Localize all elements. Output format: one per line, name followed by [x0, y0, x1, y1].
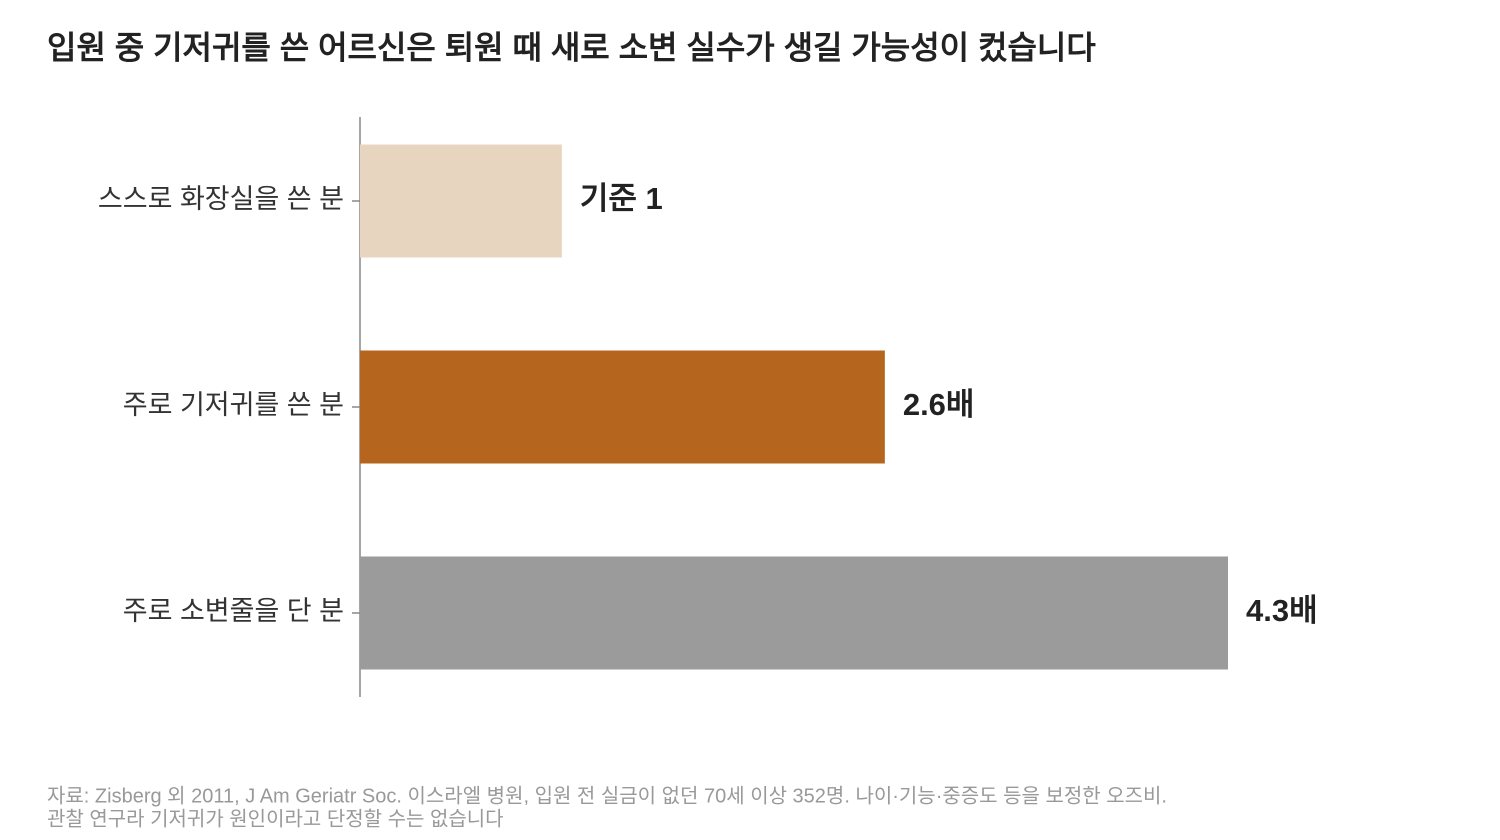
category-label: 주로 소변줄을 단 분 — [123, 596, 344, 626]
chart-title: 입원 중 기저귀를 쓴 어르신은 퇴원 때 새로 소변 실수가 생길 가능성이 … — [47, 29, 1096, 65]
value-label: 2.6배 — [903, 387, 975, 422]
bar — [360, 350, 885, 464]
bar — [360, 144, 562, 258]
value-label: 기준 1 — [580, 181, 663, 216]
bar — [360, 556, 1228, 670]
source-note: 관찰 연구라 기저귀가 원인이라고 단정할 수는 없습니다 — [47, 807, 504, 830]
category-label: 스스로 화장실을 쓴 분 — [98, 184, 344, 214]
source-note: 자료: Zisberg 외 2011, J Am Geriatr Soc. 이스… — [47, 784, 1167, 807]
category-label: 주로 기저귀를 쓴 분 — [123, 390, 344, 420]
value-label: 4.3배 — [1246, 593, 1318, 628]
